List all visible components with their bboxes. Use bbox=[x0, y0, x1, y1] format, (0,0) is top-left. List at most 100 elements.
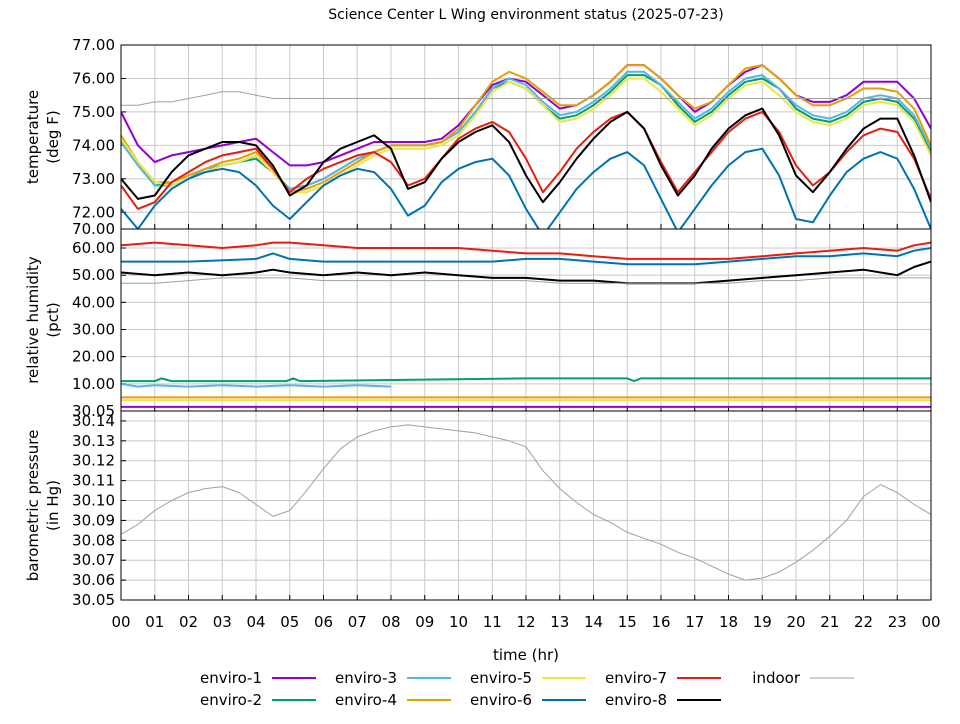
y-tick-label: 30.13 bbox=[72, 432, 115, 450]
legend-item-enviro-3: enviro-3 bbox=[335, 669, 451, 687]
y-axis-label-line: barometric pressure bbox=[24, 430, 42, 582]
legend-label: enviro-8 bbox=[605, 691, 667, 709]
y-axis-label-line: (in Hg) bbox=[44, 480, 62, 531]
x-tick-label: 00 bbox=[921, 613, 940, 631]
legend-label: enviro-6 bbox=[470, 691, 532, 709]
legend-item-enviro-5: enviro-5 bbox=[470, 669, 586, 687]
y-tick-label: 30.07 bbox=[72, 551, 115, 569]
y-tick-label: 72.00 bbox=[72, 203, 115, 221]
x-tick-label: 22 bbox=[854, 613, 873, 631]
x-tick-label: 18 bbox=[719, 613, 738, 631]
legend-label: enviro-1 bbox=[200, 669, 262, 687]
chart-legend: enviro-1 enviro-2 enviro-3 enviro-4 enviro-5… bbox=[200, 669, 854, 709]
y-axis-label-line: temperature bbox=[24, 90, 42, 184]
legend-label: enviro-4 bbox=[335, 691, 397, 709]
series-line-indoor bbox=[121, 91, 931, 106]
y-tick-label: 40.00 bbox=[72, 293, 115, 311]
series-group bbox=[121, 64, 931, 229]
legend-item-enviro-7: enviro-7 bbox=[605, 669, 721, 687]
x-tick-label: 23 bbox=[888, 613, 907, 631]
x-tick-label: 11 bbox=[483, 613, 502, 631]
y-axis-label-line: relative humidity bbox=[24, 256, 42, 384]
y-tick-label: 70.00 bbox=[72, 220, 115, 238]
x-tick-label: 21 bbox=[820, 613, 839, 631]
x-tick-label: 03 bbox=[213, 613, 232, 631]
y-tick-label: 30.06 bbox=[72, 571, 115, 589]
legend-label: enviro-2 bbox=[200, 691, 262, 709]
y-tick-label: 10.00 bbox=[72, 375, 115, 393]
y-tick-label: 30.14 bbox=[72, 412, 115, 430]
panel-border bbox=[120, 410, 932, 601]
x-tick-label: 02 bbox=[179, 613, 198, 631]
x-tick-label: 15 bbox=[618, 613, 637, 631]
y-tick-label: 76.00 bbox=[72, 69, 115, 87]
y-axis-label-line: (deg F) bbox=[44, 110, 62, 163]
x-tick-label: 04 bbox=[246, 613, 265, 631]
y-axis-label: relative humidity (pct) bbox=[24, 256, 62, 384]
y-axis-label: barometric pressure (in Hg) bbox=[24, 430, 62, 582]
legend-label: enviro-5 bbox=[470, 669, 532, 687]
x-tick-label: 00 bbox=[111, 613, 130, 631]
y-tick-label: 50.00 bbox=[72, 266, 115, 284]
y-tick-label: 30.11 bbox=[72, 472, 115, 490]
y-tick-label: 30.12 bbox=[72, 452, 115, 470]
x-tick-label: 05 bbox=[280, 613, 299, 631]
chart-title: Science Center L Wing environment status… bbox=[328, 7, 724, 23]
series-line-enviro-5 bbox=[121, 77, 931, 194]
series-line-enviro-8 bbox=[121, 107, 931, 204]
x-tick-label: 06 bbox=[314, 613, 333, 631]
y-tick-label: 30.05 bbox=[72, 402, 115, 420]
y-tick-label: 74.00 bbox=[72, 136, 115, 154]
x-tick-label: 20 bbox=[786, 613, 805, 631]
series-line-enviro-6 bbox=[121, 147, 931, 229]
series-line-enviro-2 bbox=[121, 377, 931, 383]
legend-item-enviro-1: enviro-1 bbox=[200, 669, 316, 687]
y-tick-label: 30.10 bbox=[72, 492, 115, 510]
legend-item-enviro-2: enviro-2 bbox=[200, 691, 316, 709]
x-tick-label: 08 bbox=[381, 613, 400, 631]
legend-label: enviro-3 bbox=[335, 669, 397, 687]
legend-label: enviro-7 bbox=[605, 669, 667, 687]
series-line-enviro-8 bbox=[121, 260, 931, 285]
y-tick-label: 20.00 bbox=[72, 348, 115, 366]
x-tick-label: 01 bbox=[145, 613, 164, 631]
series-line-indoor bbox=[121, 277, 931, 284]
x-tick-label: 14 bbox=[584, 613, 603, 631]
series-line-enviro-4 bbox=[121, 64, 931, 194]
series-line-enviro-7 bbox=[121, 110, 931, 210]
x-axis-label: time (hr) bbox=[493, 646, 559, 664]
y-tick-label: 77.00 bbox=[72, 36, 115, 54]
legend-item-enviro-6: enviro-6 bbox=[470, 691, 586, 709]
series-line-enviro-7 bbox=[121, 241, 931, 260]
x-tick-label: 17 bbox=[685, 613, 704, 631]
series-group bbox=[121, 424, 931, 581]
series-line-indoor bbox=[121, 424, 931, 581]
x-tick-label: 07 bbox=[348, 613, 367, 631]
y-tick-label: 73.00 bbox=[72, 170, 115, 188]
legend-item-enviro-4: enviro-4 bbox=[335, 691, 451, 709]
series-line-enviro-6 bbox=[121, 247, 931, 266]
y-tick-label: 30.00 bbox=[72, 321, 115, 339]
x-tick-label: 19 bbox=[753, 613, 772, 631]
x-tick-label: 12 bbox=[516, 613, 535, 631]
y-tick-label: 30.05 bbox=[72, 591, 115, 609]
x-tick-labels: 00 01 02 03 04 05 06 07 08 09 10 11 12 13 14 15 16 17 18 19… bbox=[111, 613, 940, 631]
y-tick-label: 30.08 bbox=[72, 531, 115, 549]
y-tick-label: 60.00 bbox=[72, 239, 115, 257]
x-tick-label: 16 bbox=[651, 613, 670, 631]
x-tick-label: 10 bbox=[449, 613, 468, 631]
y-tick-label: 75.00 bbox=[72, 103, 115, 121]
series-line-enviro-3 bbox=[121, 382, 392, 388]
x-tick-label: 09 bbox=[415, 613, 434, 631]
legend-item-indoor: indoor bbox=[752, 669, 854, 687]
x-tick-label: 13 bbox=[550, 613, 569, 631]
y-tick-label: 30.09 bbox=[72, 511, 115, 529]
legend-item-enviro-8: enviro-8 bbox=[605, 691, 721, 709]
legend-label: indoor bbox=[752, 669, 801, 687]
series-group bbox=[121, 241, 931, 408]
